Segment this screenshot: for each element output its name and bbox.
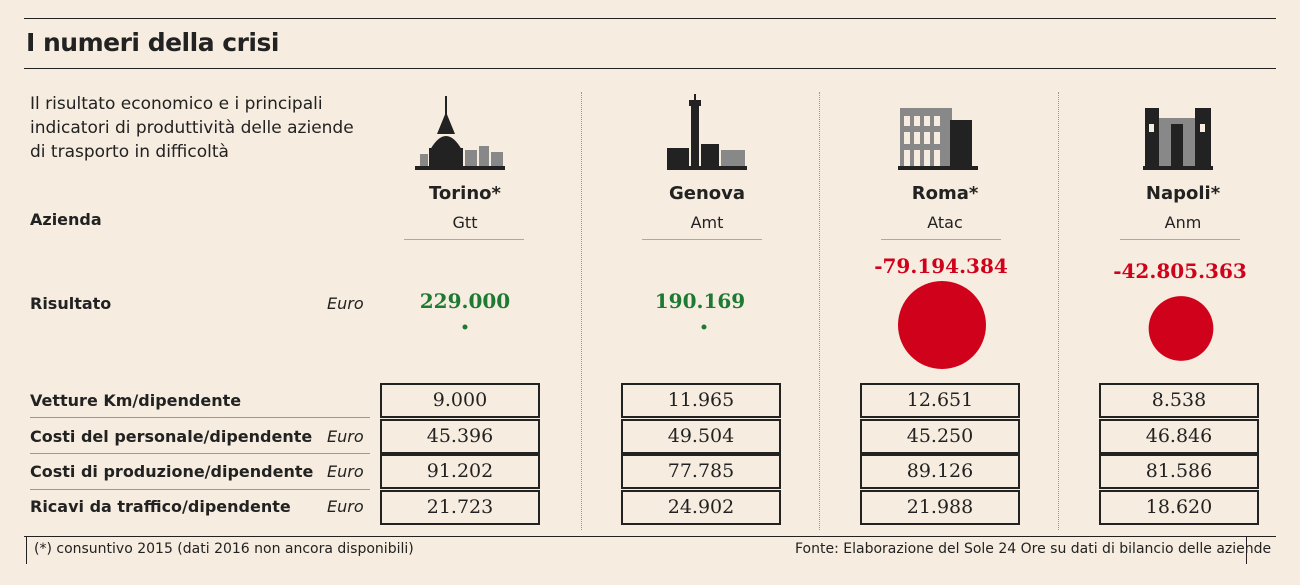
footer-rule [24, 536, 1276, 537]
company-rule [1120, 239, 1240, 240]
column-divider [1058, 92, 1059, 530]
title-rule [24, 68, 1276, 69]
subtitle: Il risultato economico e i principali in… [30, 94, 354, 162]
result-value: 229.000 [419, 289, 511, 313]
metric-cell: 12.651 [860, 383, 1020, 418]
metric-label: Costi di produzione/dipendente [30, 462, 314, 481]
metric-cell: 45.396 [380, 419, 540, 454]
metric-cell: 9.000 [380, 383, 540, 418]
label-risultato: Risultato [30, 294, 112, 313]
company-rule [642, 239, 762, 240]
metric-cell: 89.126 [860, 454, 1020, 489]
company-name: Amt [690, 213, 724, 232]
metric-cell: 11.965 [621, 383, 781, 418]
metric-cell: 24.902 [621, 490, 781, 525]
column-divider [581, 92, 582, 530]
result-value: 190.169 [654, 289, 746, 313]
result-bubble [462, 324, 468, 330]
company-rule [881, 239, 1001, 240]
page-title: I numeri della crisi [26, 28, 279, 57]
lanterna-icon [667, 94, 747, 170]
footer-left-tick [26, 536, 27, 564]
result-value: -79.194.384 [874, 254, 1008, 278]
company-name: Gtt [452, 213, 478, 232]
result-value: -42.805.363 [1113, 259, 1247, 283]
metric-cell: 45.250 [860, 419, 1020, 454]
metric-cell: 77.785 [621, 454, 781, 489]
company-name: Atac [927, 213, 963, 232]
mole-antonelliana-icon [415, 96, 505, 170]
metric-cell: 46.846 [1099, 419, 1259, 454]
top-rule [24, 18, 1276, 19]
metric-label: Ricavi da traffico/dipendente [30, 497, 291, 516]
result-bubble [701, 324, 707, 330]
metric-unit: Euro [327, 497, 364, 516]
metric-cell: 91.202 [380, 454, 540, 489]
metric-label: Vetture Km/dipendente [30, 391, 242, 410]
column-divider [819, 92, 820, 530]
company-name: Anm [1164, 213, 1202, 232]
metric-unit: Euro [327, 427, 364, 446]
label-azienda: Azienda [30, 210, 102, 229]
row-divider [30, 417, 370, 418]
label-risultato-unit: Euro [327, 294, 364, 313]
metric-cell: 49.504 [621, 419, 781, 454]
colosseum-icon [898, 108, 978, 170]
city-name: Roma* [911, 183, 979, 204]
result-bubble [898, 281, 986, 369]
metric-cell: 21.988 [860, 490, 1020, 525]
metric-label: Costi del personale/dipendente [30, 427, 313, 446]
source-note: Fonte: Elaborazione del Sole 24 Ore su d… [795, 541, 1272, 557]
row-divider [30, 489, 370, 490]
result-bubble [1148, 296, 1214, 361]
metric-cell: 8.538 [1099, 383, 1259, 418]
maschio-angioino-icon [1143, 108, 1213, 170]
footnote: (*) consuntivo 2015 (dati 2016 non ancor… [34, 541, 414, 557]
metric-unit: Euro [327, 462, 364, 481]
city-name: Napoli* [1145, 183, 1221, 204]
metric-cell: 21.723 [380, 490, 540, 525]
footer-right-tick [1246, 536, 1247, 564]
row-divider [30, 453, 370, 454]
metric-cell: 81.586 [1099, 454, 1259, 489]
company-rule [404, 239, 524, 240]
metric-cell: 18.620 [1099, 490, 1259, 525]
city-name: Torino* [429, 183, 501, 204]
city-name: Genova [668, 183, 746, 204]
